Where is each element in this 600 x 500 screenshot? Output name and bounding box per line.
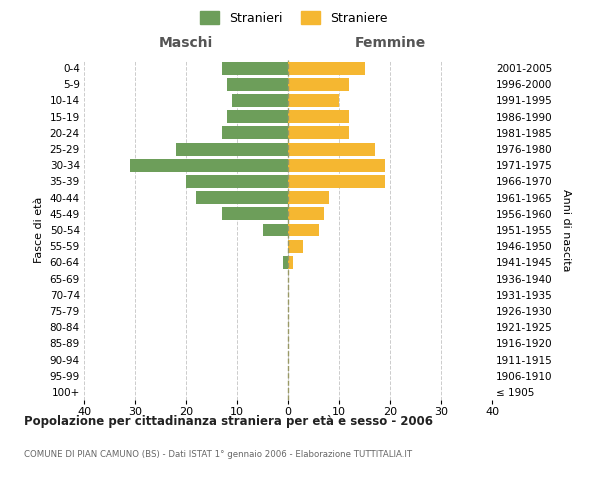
Bar xyxy=(288,142,375,156)
Bar xyxy=(288,159,385,172)
Bar xyxy=(288,191,329,204)
Legend: Stranieri, Straniere: Stranieri, Straniere xyxy=(196,6,392,30)
Text: Femmine: Femmine xyxy=(355,36,425,50)
Bar xyxy=(176,142,288,156)
Bar xyxy=(232,94,288,107)
Bar xyxy=(130,159,288,172)
Bar xyxy=(186,175,288,188)
Bar xyxy=(263,224,288,236)
Bar xyxy=(288,175,385,188)
Bar xyxy=(222,126,288,140)
Bar xyxy=(288,78,349,91)
Bar xyxy=(222,62,288,74)
Y-axis label: Fasce di età: Fasce di età xyxy=(34,197,44,263)
Bar xyxy=(196,191,288,204)
Bar xyxy=(283,256,288,269)
Bar xyxy=(222,208,288,220)
Text: Popolazione per cittadinanza straniera per età e sesso - 2006: Popolazione per cittadinanza straniera p… xyxy=(24,415,433,428)
Bar xyxy=(288,240,304,252)
Text: Maschi: Maschi xyxy=(159,36,213,50)
Bar xyxy=(288,256,293,269)
Bar xyxy=(288,94,339,107)
Bar xyxy=(227,110,288,123)
Bar xyxy=(288,110,349,123)
Bar xyxy=(288,126,349,140)
Bar xyxy=(288,62,365,74)
Bar xyxy=(288,224,319,236)
Bar xyxy=(227,78,288,91)
Y-axis label: Anni di nascita: Anni di nascita xyxy=(561,188,571,271)
Bar xyxy=(288,208,324,220)
Text: COMUNE DI PIAN CAMUNO (BS) - Dati ISTAT 1° gennaio 2006 - Elaborazione TUTTITALI: COMUNE DI PIAN CAMUNO (BS) - Dati ISTAT … xyxy=(24,450,412,459)
